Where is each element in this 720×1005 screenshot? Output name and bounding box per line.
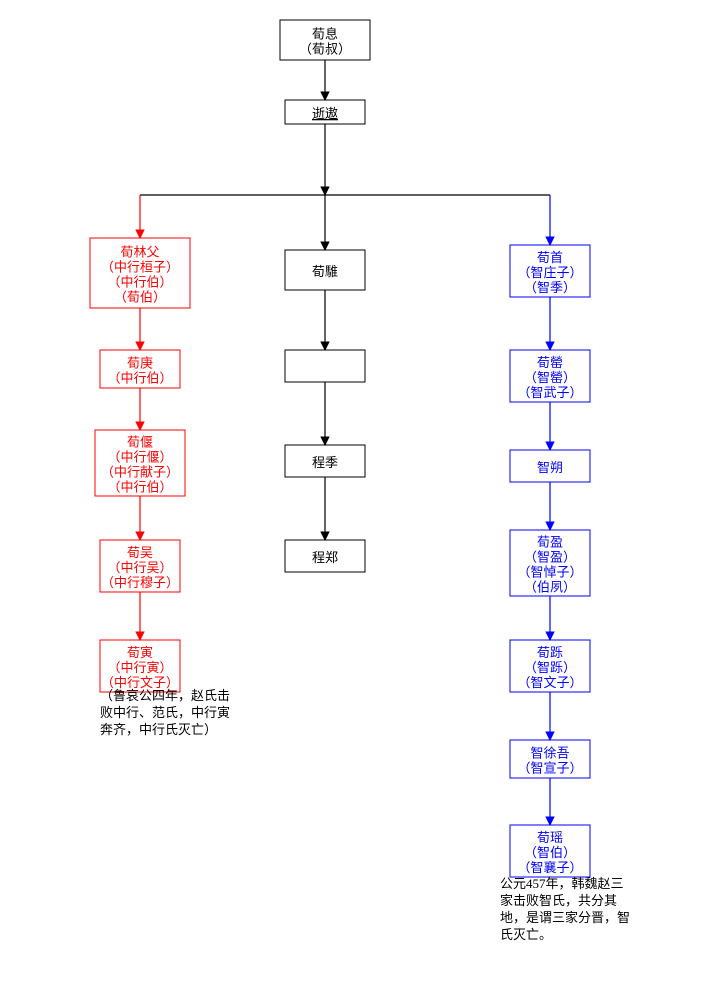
node-n_xunying: 荀罃（智罃）（智武子） bbox=[510, 350, 590, 402]
node-n_xunying2: 荀盈（智盈）（智悼子）（伯夙） bbox=[510, 530, 590, 596]
node-label: 荀盈 bbox=[537, 534, 563, 549]
node-n_xunshou: 荀首（智庄子）（智季） bbox=[510, 245, 590, 297]
node-n_zhixuwu: 智徐吾（智宣子） bbox=[510, 740, 590, 778]
node-label: 智朔 bbox=[537, 460, 563, 475]
node-label: （智宣子） bbox=[517, 760, 582, 775]
node-label: （中行吴） bbox=[107, 560, 172, 575]
annotation-text: （鲁哀公四年，赵氏击 bbox=[100, 688, 230, 703]
node-label: （智盈） bbox=[524, 549, 576, 564]
node-n_xunlinfu: 荀林父（中行桓子）（中行伯）（荀伯） bbox=[90, 238, 190, 308]
node-label: （智庄子） bbox=[517, 265, 582, 280]
node-label: 荀林父 bbox=[120, 244, 159, 259]
node-label: 程郑 bbox=[312, 550, 338, 565]
node-n_chengji: 程季 bbox=[285, 445, 365, 477]
node-label: （智伯） bbox=[524, 845, 576, 860]
node-n_xunxi: 荀息（荀叔） bbox=[280, 20, 370, 60]
node-n_xunli: 荀跞（智跞）（智文子） bbox=[510, 640, 590, 692]
node-label: 荀瑶 bbox=[537, 830, 563, 845]
node-label: （中行伯） bbox=[107, 274, 172, 289]
node-label: （伯夙） bbox=[524, 579, 576, 594]
node-label: 荀吴 bbox=[127, 545, 153, 560]
node-n_zhishuo: 智朔 bbox=[510, 450, 590, 482]
node-label: （中行偃） bbox=[107, 449, 172, 464]
annotation-text: 家击败智氏，共分其 bbox=[500, 893, 617, 908]
node-label: 荀寅 bbox=[127, 645, 153, 660]
node-label: 荀庚 bbox=[127, 355, 153, 370]
node-label: （中行穆子） bbox=[101, 575, 179, 590]
genealogy-diagram: 荀息（荀叔）逝遨荀林父（中行桓子）（中行伯）（荀伯）荀庚（中行伯）荀偃（中行偃）… bbox=[0, 0, 720, 1005]
node-label: 荀偃 bbox=[127, 434, 153, 449]
node-label: （中行寅） bbox=[107, 660, 172, 675]
node-label: 逝遨 bbox=[312, 106, 338, 121]
node-n_xungeng: 荀庚（中行伯） bbox=[100, 350, 180, 388]
node-n_xunyin: 荀寅（中行寅）（中行文子） bbox=[100, 640, 180, 692]
node-label: （中行伯） bbox=[107, 479, 172, 494]
annotation-text: 败中行、范氏，中行寅 bbox=[100, 705, 230, 720]
node-label: 荀罃 bbox=[537, 355, 563, 370]
node-label: 荀息 bbox=[312, 26, 338, 41]
node-label: （荀伯） bbox=[114, 289, 166, 304]
annotation-text: 公元457年，韩魏赵三 bbox=[500, 876, 624, 891]
node-n_chengzheng: 程郑 bbox=[285, 540, 365, 572]
node-n_xunzou: 荀騅 bbox=[285, 250, 365, 290]
node-label: （智跞） bbox=[524, 660, 576, 675]
node-label: 程季 bbox=[312, 455, 338, 470]
annotation-text: 地，是谓三家分晋，智 bbox=[500, 910, 630, 925]
node-label: （智罃） bbox=[524, 370, 576, 385]
node-label: （智季） bbox=[524, 280, 576, 295]
node-n_shiao: 逝遨 bbox=[285, 100, 365, 124]
node-label: （中行献子） bbox=[101, 464, 179, 479]
node-label: （荀叔） bbox=[299, 41, 351, 56]
node-n_xunyao: 荀瑶（智伯）（智襄子） bbox=[510, 825, 590, 877]
annotation-text: 氏灭亡。 bbox=[500, 927, 552, 942]
node-n_xunwu: 荀吴（中行吴）（中行穆子） bbox=[100, 540, 180, 592]
node-label: 荀首 bbox=[537, 250, 563, 265]
node-label: （中行伯） bbox=[107, 370, 172, 385]
node-label: （智悼子） bbox=[517, 564, 582, 579]
node-label: （智襄子） bbox=[517, 860, 582, 875]
node-n_blank bbox=[285, 350, 365, 382]
node-label: 荀跞 bbox=[537, 645, 563, 660]
node-n_xunyan: 荀偃（中行偃）（中行献子）（中行伯） bbox=[95, 430, 185, 496]
annotation-text: 奔齐，中行氏灭亡） bbox=[100, 722, 217, 737]
node-label: 智徐吾 bbox=[530, 745, 569, 760]
node-label: （智文子） bbox=[517, 675, 582, 690]
node-label: 荀騅 bbox=[312, 264, 338, 279]
node-label: （智武子） bbox=[517, 385, 582, 400]
node-label: （中行桓子） bbox=[101, 259, 179, 274]
